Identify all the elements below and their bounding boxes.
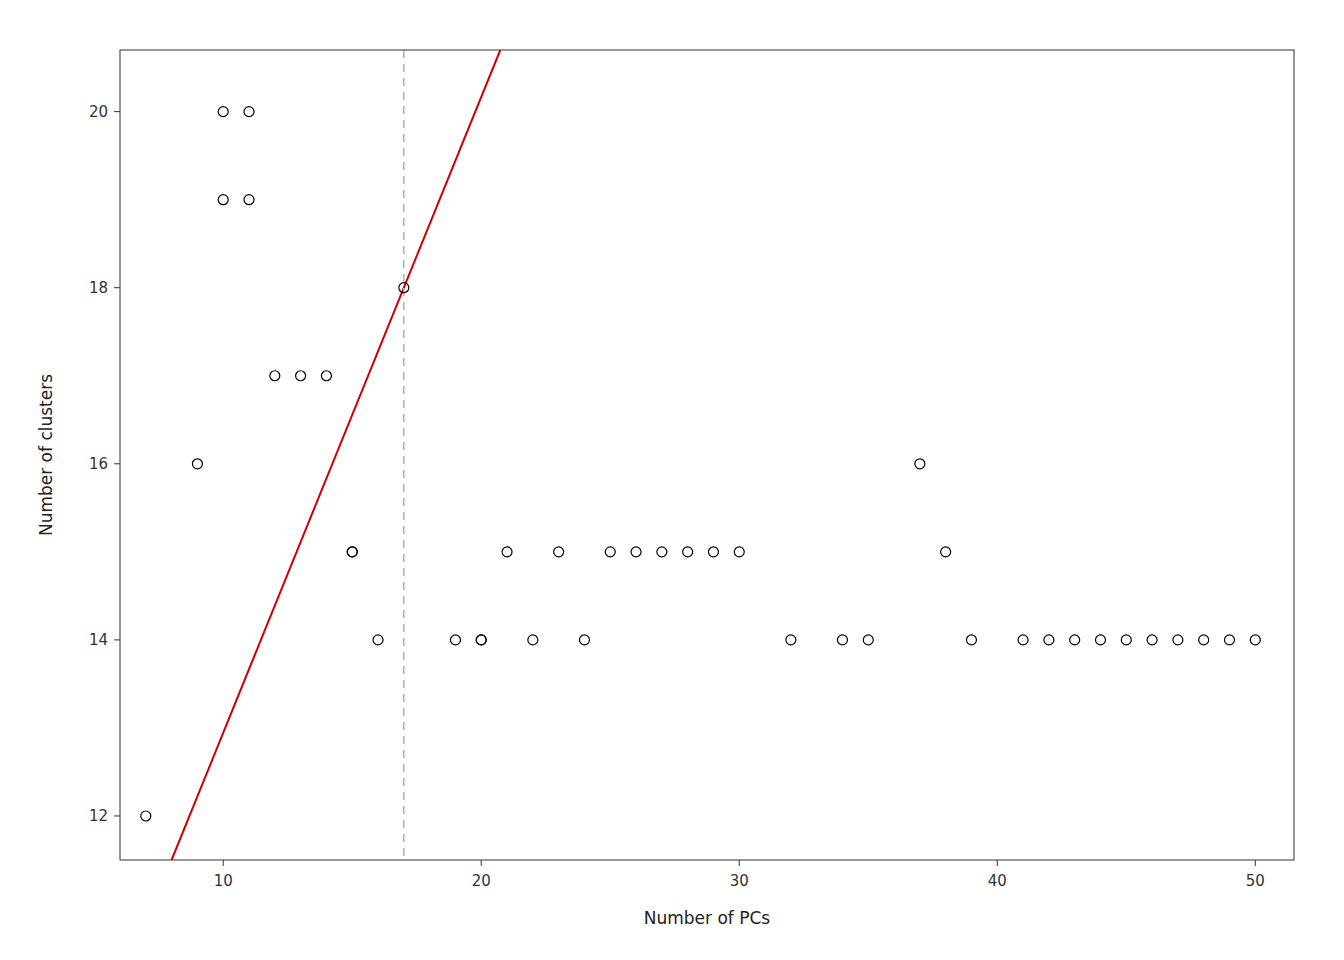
point [579,635,589,645]
point [837,635,847,645]
point [631,547,641,557]
y-tick [114,287,120,288]
point [450,635,460,645]
point [476,635,486,645]
point [1224,635,1234,645]
data-layer [141,50,1260,860]
point [218,107,228,117]
point [657,547,667,557]
point [347,547,357,557]
point [270,371,280,381]
x-tick [223,860,224,866]
x-tick-label: 30 [730,872,749,890]
point [244,195,254,205]
point [476,635,486,645]
point [141,811,151,821]
point [502,547,512,557]
x-tick-label: 20 [472,872,491,890]
point [941,547,951,557]
y-tick-label: 20 [89,103,108,121]
point [708,547,718,557]
point [863,635,873,645]
point [1121,635,1131,645]
x-tick-label: 40 [988,872,1007,890]
axes: 10 20 30 40 50 12 14 16 18 20 [89,103,1265,890]
point [373,635,383,645]
x-tick [739,860,740,866]
x-tick [481,860,482,866]
y-tick-label: 18 [89,279,108,297]
point [399,283,409,293]
point [1070,635,1080,645]
point [1250,635,1260,645]
point [218,195,228,205]
y-tick-label: 14 [89,631,108,649]
fit-line [172,50,501,860]
plot-frame [120,50,1294,860]
point [244,107,254,117]
x-axis-label: Number of PCs [644,908,771,928]
point [683,547,693,557]
point [605,547,615,557]
x-tick [1255,860,1256,866]
point [1095,635,1105,645]
point [1173,635,1183,645]
point [528,635,538,645]
chart: 10 20 30 40 50 12 14 16 18 20 Number of PCs Number … [0,0,1344,960]
point [1044,635,1054,645]
point [1199,635,1209,645]
x-tick-label: 10 [214,872,233,890]
y-axis-label: Number of clusters [36,374,56,536]
point [734,547,744,557]
y-tick [114,639,120,640]
point [192,459,202,469]
point [1018,635,1028,645]
x-tick [997,860,998,866]
point [966,635,976,645]
point [786,635,796,645]
point [1147,635,1157,645]
y-tick [114,463,120,464]
point [554,547,564,557]
y-tick [114,815,120,816]
plot-area [120,50,1294,860]
point [321,371,331,381]
point [296,371,306,381]
point [347,547,357,557]
y-tick-label: 16 [89,455,108,473]
y-tick-label: 12 [89,807,108,825]
point [915,459,925,469]
y-tick [114,111,120,112]
x-tick-label: 50 [1246,872,1265,890]
reference-line [403,50,405,860]
